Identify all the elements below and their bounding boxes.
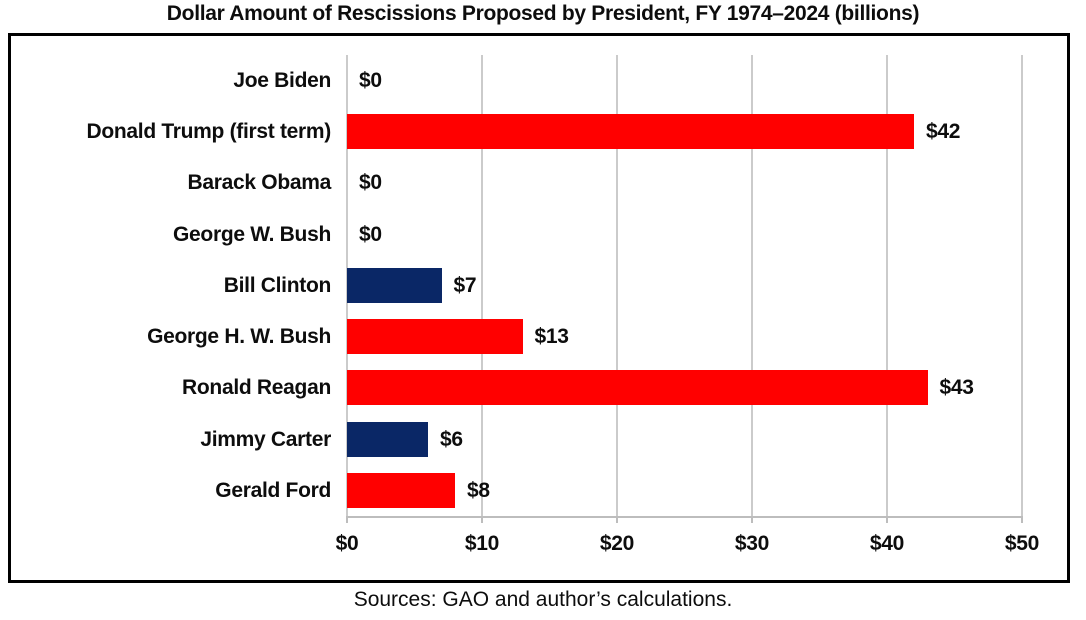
- bar-democrat_navy: [347, 421, 428, 457]
- category-label: Barack Obama: [187, 171, 332, 195]
- value-label: $42: [926, 120, 961, 144]
- x-axis-tick-label: $0: [335, 532, 359, 555]
- category-label: Gerald Ford: [215, 478, 331, 502]
- value-label: $7: [453, 273, 477, 297]
- x-axis-tick-label: $20: [599, 532, 635, 555]
- value-label: $13: [534, 325, 569, 349]
- category-label: Jimmy Carter: [200, 427, 331, 451]
- chart-title: Dollar Amount of Rescissions Proposed by…: [166, 2, 920, 25]
- axis-tick-mark: [481, 516, 483, 523]
- value-label: $43: [939, 376, 974, 400]
- category-label: Donald Trump (first term): [86, 120, 331, 144]
- gridline: [616, 55, 618, 516]
- bar-republican_red: [347, 114, 914, 150]
- bar-republican_red: [347, 319, 523, 355]
- value-label: $6: [440, 427, 463, 451]
- gridline: [1021, 55, 1023, 516]
- bar-republican_red: [347, 370, 928, 406]
- value-label: $0: [359, 69, 382, 92]
- x-axis-tick-label: $40: [869, 532, 905, 555]
- gridline: [886, 55, 888, 516]
- axis-tick-mark: [616, 516, 618, 523]
- x-axis-tick-label: $10: [464, 532, 500, 555]
- x-axis-line: [347, 516, 1023, 518]
- category-label: George W. Bush: [173, 222, 331, 246]
- axis-tick-mark: [1021, 516, 1023, 523]
- source-note: Sources: GAO and author’s calculations.: [353, 588, 733, 611]
- category-label: Bill Clinton: [223, 273, 332, 297]
- value-label: $0: [359, 171, 382, 195]
- category-label: George H. W. Bush: [147, 325, 331, 349]
- x-axis-tick-label: $50: [1004, 532, 1040, 555]
- axis-tick-mark: [346, 516, 348, 523]
- category-label: Ronald Reagan: [182, 376, 331, 400]
- axis-tick-mark: [751, 516, 753, 523]
- gridline: [751, 55, 753, 516]
- bar-democrat_navy: [347, 268, 442, 303]
- gridline: [481, 55, 483, 516]
- value-label: $0: [359, 222, 382, 246]
- axis-tick-mark: [886, 516, 888, 523]
- value-label: $8: [467, 478, 490, 502]
- x-axis-tick-label: $30: [734, 532, 770, 555]
- bar-republican_red: [347, 472, 455, 508]
- category-label: Joe Biden: [233, 69, 331, 92]
